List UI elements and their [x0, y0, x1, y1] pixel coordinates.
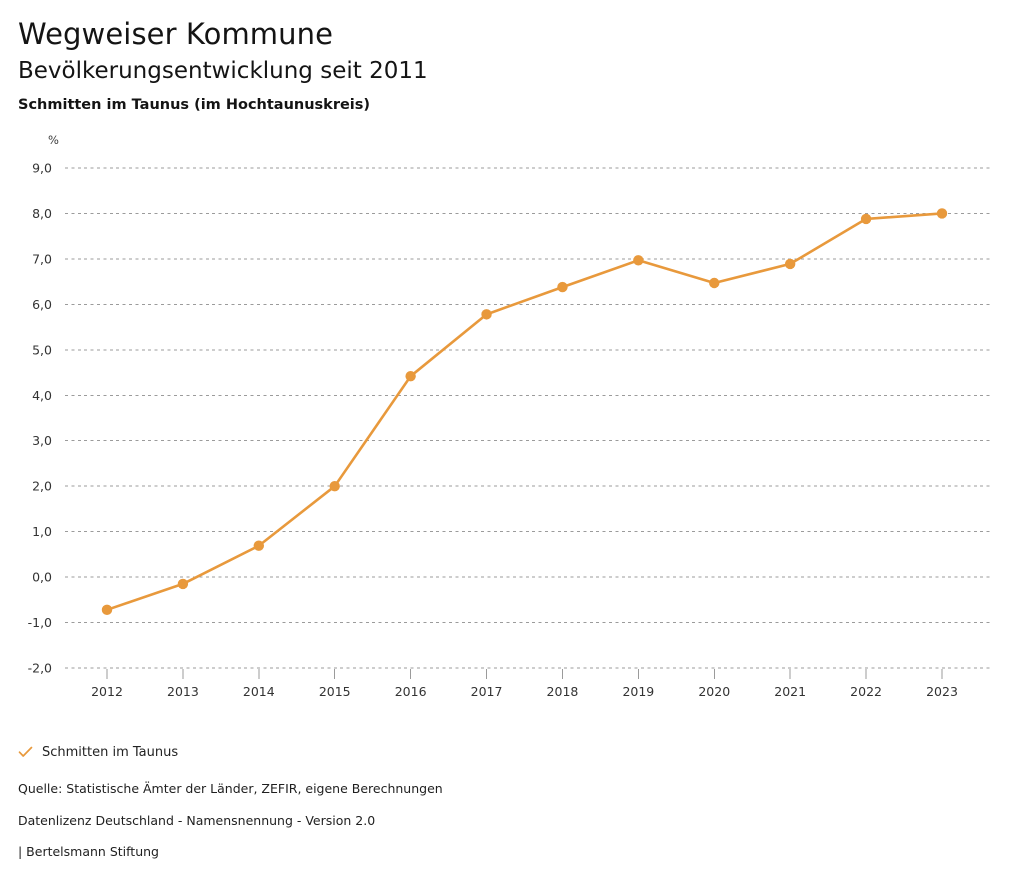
- data-point[interactable]: [633, 255, 644, 266]
- data-point[interactable]: [709, 277, 720, 289]
- page-header: Wegweiser Kommune Bevölkerungsentwicklun…: [0, 0, 1024, 113]
- y-axis-ticks: 9,0 8,0 7,0 6,0 5,0 4,0 3,0 2,0 1,0 0,0 -1,0 -2,0: [28, 160, 52, 675]
- line-chart: 9,0 8,0 7,0 6,0 5,0 4,0 3,0 2,0 1,0 0,0 -1,0 -2,0 2…: [28, 133, 992, 699]
- region-label: Schmitten im Taunus (im Hochtaunuskreis): [18, 96, 371, 113]
- data-point[interactable]: [253, 540, 265, 551]
- data-point[interactable]: [481, 309, 492, 320]
- y-tick-label: 8,0: [32, 206, 52, 221]
- y-tick-label: 4,0: [32, 388, 52, 403]
- x-tick-label: 2021: [774, 684, 806, 699]
- series-line: [105, 212, 944, 612]
- y-tick-label: 9,0: [32, 160, 52, 175]
- y-tick-label: -2,0: [28, 660, 52, 675]
- legend-series-label: Schmitten im Taunus: [42, 745, 179, 760]
- x-tick-label: 2022: [850, 684, 882, 699]
- data-point[interactable]: [860, 213, 872, 225]
- x-tick-label: 2017: [471, 684, 503, 699]
- data-point[interactable]: [101, 604, 113, 615]
- data-series: [101, 208, 948, 615]
- x-tick-label: 2014: [243, 684, 275, 699]
- check-icon: [18, 745, 33, 760]
- data-point[interactable]: [784, 258, 796, 270]
- y-tick-label: 0,0: [32, 570, 52, 585]
- footer-license: Datenlizenz Deutschland - Namensnennung …: [18, 812, 376, 828]
- x-tick-label: 2023: [926, 684, 958, 699]
- x-tick-label: 2018: [547, 684, 579, 699]
- x-tick-label: 2012: [91, 684, 123, 699]
- y-axis-unit-label: %: [48, 133, 59, 147]
- x-tick-label: 2016: [395, 684, 427, 699]
- x-tick-label: 2019: [622, 684, 654, 699]
- x-tick-label: 2015: [319, 684, 351, 699]
- grid-lines: [65, 167, 992, 669]
- data-point[interactable]: [936, 208, 948, 219]
- y-tick-label: 1,0: [32, 524, 52, 539]
- y-tick-label: 7,0: [32, 251, 52, 266]
- y-tick-label: 6,0: [32, 297, 52, 312]
- footer-publisher: | Bertelsmann Stiftung: [18, 844, 159, 859]
- y-tick-label: 2,0: [32, 479, 52, 494]
- page-title: Wegweiser Kommune: [18, 17, 334, 51]
- chart-footer: Quelle: Statistische Ämter der Länder, Z…: [18, 781, 978, 878]
- data-point[interactable]: [329, 480, 340, 492]
- footer-source: Quelle: Statistische Ämter der Länder, Z…: [18, 781, 443, 796]
- data-point[interactable]: [177, 578, 189, 590]
- page-subtitle: Bevölkerungsentwicklung seit 2011: [18, 58, 428, 85]
- x-tick-label: 2013: [167, 684, 199, 699]
- chart-legend[interactable]: Schmitten im Taunus: [18, 745, 178, 760]
- data-point[interactable]: [557, 281, 568, 293]
- x-tick-label: 2020: [698, 684, 730, 699]
- y-tick-label: 3,0: [32, 433, 52, 448]
- y-tick-label: 5,0: [32, 342, 52, 357]
- chart-area: 9,0 8,0 7,0 6,0 5,0 4,0 3,0 2,0 1,0 0,0 -1,0 -2,0 2…: [0, 121, 1024, 701]
- y-tick-label: -1,0: [28, 615, 52, 630]
- x-axis-ticks: 2012 2013 2014 2015 2016 2017 2018 2019 2020 2021…: [91, 668, 958, 699]
- data-point[interactable]: [405, 370, 416, 382]
